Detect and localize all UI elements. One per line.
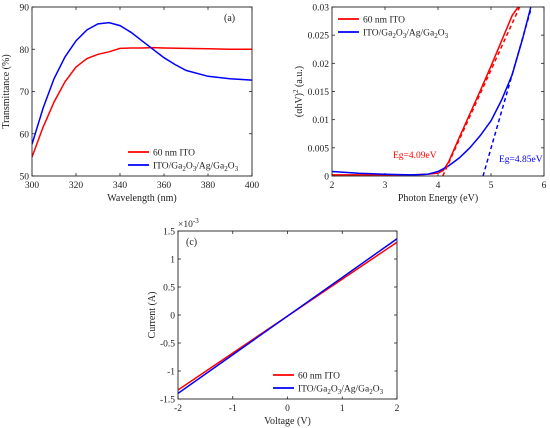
y-tick-label: 1.5: [163, 228, 175, 238]
legend: 60 nm ITO ITO/Ga2O3/Ag/Ga2O3: [269, 365, 395, 397]
x-tick-label: 320: [69, 181, 84, 191]
series-line-multilayer: [32, 21, 252, 145]
x-tick-label: 340: [113, 181, 128, 191]
panel-label: (c): [186, 237, 197, 248]
y-tick-label: 50: [20, 173, 30, 183]
x-tick-label: 360: [157, 181, 172, 191]
y-axis-exponent: ×10-3: [178, 217, 199, 230]
tangent-fit-line: [442, 7, 521, 176]
x-tick-label: 2: [330, 181, 335, 191]
y-tick-label: -1.5: [160, 396, 175, 406]
x-tick-label: -2: [174, 404, 182, 414]
y-tick-label: 60: [20, 130, 30, 140]
y-tick-label: 0.01: [312, 116, 329, 126]
bandgap-annotation: Eg=4.09eV: [393, 151, 437, 161]
x-tick-label: 6: [542, 181, 547, 191]
y-axis-label: Current (A): [147, 292, 158, 339]
y-tick-label: 80: [20, 46, 30, 56]
legend-entry-label: 60 nm ITO: [153, 149, 195, 159]
x-axis-label: Voltage (V): [264, 416, 311, 427]
series-line-multilayer: [332, 7, 532, 176]
legend: 60 nm ITO ITO/Ga2O3/Ag/Ga2O3: [124, 142, 250, 174]
y-tick-label: 0.03: [312, 4, 329, 14]
panel-label: (a): [224, 13, 235, 24]
legend: 60 nm ITO ITO/Ga2O3/Ag/Ga2O3: [335, 10, 459, 40]
series-line-ito: [32, 46, 252, 158]
axes-frame: [31, 6, 253, 177]
y-axis-label: Transmittance (%): [1, 54, 12, 128]
chart-panel-b: 2 3 4 5 6 0 0.005 0.01 0.015 0.02 0.025 0.03 Photon …: [292, 4, 547, 205]
x-tick-label: -1: [229, 404, 237, 414]
x-tick-label: 380: [201, 181, 216, 191]
x-tick-label: 2: [395, 404, 400, 414]
y-tick-label: 1: [170, 256, 175, 266]
axes-frame: [331, 6, 545, 177]
axes-frame: [177, 230, 398, 400]
x-axis-label: Wavelength (nm): [107, 193, 176, 204]
y-tick-label: 0: [324, 173, 329, 183]
legend-entry-label: ITO/Ga2O3/Ag/Ga2O3: [153, 162, 239, 174]
x-tick-label: 1: [340, 404, 345, 414]
bandgap-annotation: Eg=4.85eV: [499, 155, 543, 165]
y-tick-label: -1: [167, 368, 175, 378]
legend-entry-label: ITO/Ga2O3/Ag/Ga2O3: [298, 385, 384, 397]
legend-box: [124, 142, 250, 174]
legend-box: [335, 10, 459, 40]
x-tick-label: 4: [436, 181, 441, 191]
x-tick-label: 0: [285, 404, 290, 414]
x-tick-label: 400: [245, 181, 260, 191]
legend-entry-label: 60 nm ITO: [363, 16, 405, 26]
y-tick-label: -0.5: [160, 340, 175, 350]
y-axis-label: (αhV)2 (a.u.): [292, 66, 305, 117]
y-tick-label: 70: [20, 88, 30, 98]
series-line-multilayer: [178, 238, 397, 395]
y-tick-label: 0.025: [308, 32, 330, 42]
y-tick-label: 0.02: [312, 60, 329, 70]
chart-panel-c: -2 -1 0 1 2 -1.5 -1 -0.5 0 0.5 1 1.5 Voltage (V) Curr…: [147, 217, 400, 427]
x-tick-label: 5: [489, 181, 494, 191]
x-axis-label: Photon Energy (eV): [398, 193, 478, 204]
y-tick-label: 0.015: [308, 88, 330, 98]
x-tick-label: 3: [383, 181, 388, 191]
y-tick-label: 90: [20, 4, 30, 14]
chart-panel-a: 300 320 340 360 380 400 50 60 70 80 90 Wavelength (…: [1, 4, 259, 205]
y-tick-label: 0.005: [308, 144, 330, 154]
y-tick-label: 0: [170, 312, 175, 322]
legend-entry-label: 60 nm ITO: [298, 372, 340, 382]
y-tick-label: 0.5: [163, 284, 175, 294]
tangent-fit-line: [482, 9, 532, 176]
legend-entry-label: ITO/Ga2O3/Ag/Ga2O3: [363, 29, 449, 41]
legend-box: [269, 365, 395, 397]
x-tick-label: 300: [25, 181, 40, 191]
